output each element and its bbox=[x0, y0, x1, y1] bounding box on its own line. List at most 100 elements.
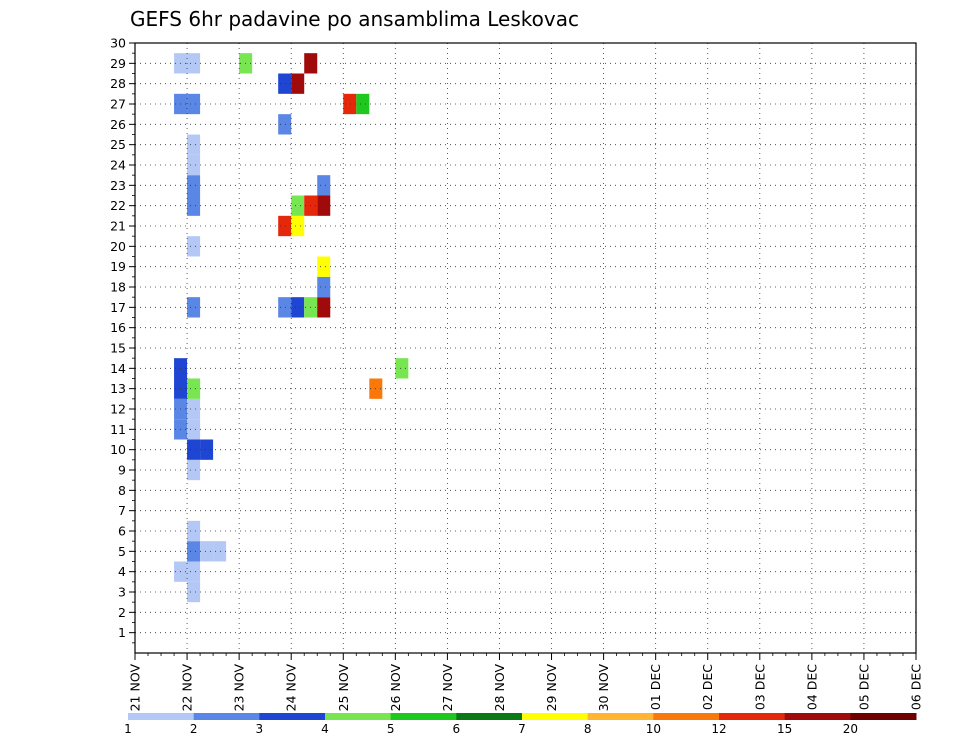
legend-swatch bbox=[587, 713, 654, 720]
heatmap-cell bbox=[317, 276, 331, 298]
heatmap-cell bbox=[187, 378, 201, 399]
heatmap-cell bbox=[200, 439, 214, 460]
heatmap-cell bbox=[200, 541, 214, 562]
heatmap-cell bbox=[317, 256, 331, 277]
legend-label: 15 bbox=[777, 722, 792, 736]
legend-swatch bbox=[390, 713, 457, 720]
heatmap-cell bbox=[187, 561, 201, 582]
y-axis: 1234567891011121314151617181920212223242… bbox=[110, 36, 135, 644]
grid-lines bbox=[135, 42, 916, 653]
heatmap-cell bbox=[291, 297, 305, 318]
x-tick-label: 24 NOV bbox=[284, 664, 299, 712]
y-tick-label: 28 bbox=[110, 76, 126, 91]
heatmap-cell bbox=[187, 93, 201, 115]
legend-swatch bbox=[850, 713, 917, 720]
heatmap-cell bbox=[317, 175, 331, 196]
y-tick-label: 16 bbox=[110, 320, 126, 335]
y-tick-label: 21 bbox=[110, 219, 126, 234]
x-tick-label: 03 DEC bbox=[752, 664, 767, 710]
heatmap-cell bbox=[291, 73, 305, 94]
heatmap-cell bbox=[356, 93, 370, 115]
x-tick-label: 26 NOV bbox=[388, 664, 403, 712]
heatmap-cell bbox=[187, 439, 201, 460]
x-tick-label: 30 NOV bbox=[596, 664, 611, 712]
chart-title: GEFS 6hr padavine po ansamblima Leskovac bbox=[130, 7, 579, 31]
y-tick-label: 27 bbox=[110, 97, 126, 112]
x-tick-label: 21 NOV bbox=[128, 664, 143, 712]
legend-label: 5 bbox=[387, 722, 395, 736]
heatmap-cell bbox=[187, 581, 201, 603]
y-tick-label: 23 bbox=[110, 178, 126, 193]
heatmap-cell bbox=[187, 541, 201, 562]
y-tick-label: 11 bbox=[110, 422, 126, 437]
legend-label: 12 bbox=[711, 722, 726, 736]
y-tick-label: 6 bbox=[118, 524, 126, 539]
y-tick-label: 15 bbox=[110, 341, 126, 356]
legend-swatch bbox=[193, 713, 260, 720]
heatmap-cell bbox=[395, 358, 409, 379]
y-tick-label: 19 bbox=[110, 259, 126, 274]
heatmap-cell bbox=[187, 419, 201, 440]
legend-swatch bbox=[456, 713, 523, 720]
heatmap-cell bbox=[278, 114, 292, 135]
heatmap-cell bbox=[278, 297, 292, 318]
y-tick-label: 12 bbox=[110, 402, 126, 417]
legend-label: 2 bbox=[190, 722, 198, 736]
legend-label: 8 bbox=[584, 722, 592, 736]
legend-swatch bbox=[784, 713, 851, 720]
x-tick-label: 02 DEC bbox=[700, 664, 715, 710]
legend-swatch bbox=[325, 713, 392, 720]
x-tick-label: 25 NOV bbox=[336, 664, 351, 712]
heatmap-cell bbox=[187, 154, 201, 176]
y-tick-label: 7 bbox=[118, 503, 126, 518]
heatmap-cell bbox=[187, 134, 201, 155]
x-tick-label: 27 NOV bbox=[440, 664, 455, 712]
y-tick-label: 13 bbox=[110, 381, 126, 396]
heatmap-cell bbox=[187, 297, 201, 318]
y-tick-label: 22 bbox=[110, 198, 126, 213]
legend-label: 7 bbox=[518, 722, 526, 736]
heatmap-cell bbox=[317, 297, 331, 318]
y-tick-label: 5 bbox=[118, 544, 126, 559]
legend-label: 10 bbox=[646, 722, 661, 736]
heatmap-cell bbox=[278, 73, 292, 94]
heatmap-cell bbox=[291, 195, 305, 216]
y-tick-label: 26 bbox=[110, 117, 126, 132]
x-tick-label: 05 DEC bbox=[856, 664, 871, 710]
y-tick-label: 9 bbox=[118, 463, 126, 478]
heatmap-cell bbox=[343, 93, 357, 115]
x-tick-label: 06 DEC bbox=[909, 664, 924, 710]
heatmap-cell bbox=[187, 53, 201, 74]
legend-label: 20 bbox=[843, 722, 858, 736]
heatmap-cell bbox=[187, 175, 201, 196]
legend-swatch bbox=[719, 713, 786, 720]
heatmap-cell bbox=[187, 195, 201, 216]
y-tick-label: 10 bbox=[110, 442, 126, 457]
legend-swatch bbox=[653, 713, 720, 720]
legend-label: 4 bbox=[321, 722, 329, 736]
heatmap-cells bbox=[174, 53, 409, 603]
heatmap-cell bbox=[187, 236, 201, 257]
y-tick-label: 24 bbox=[110, 158, 126, 173]
x-tick-label: 29 NOV bbox=[544, 664, 559, 712]
y-tick-label: 2 bbox=[118, 605, 126, 620]
legend: 1 2 3 4 5 6 7 8 10 12 15 20 bbox=[124, 713, 917, 736]
x-axis: 21 NOV 22 NOV 23 NOV 24 NOV 25 NOV 26 NOV 27 N… bbox=[128, 653, 924, 711]
legend-label: 3 bbox=[256, 722, 264, 736]
heatmap-cell bbox=[291, 215, 305, 237]
y-tick-label: 8 bbox=[118, 483, 126, 498]
y-tick-label: 25 bbox=[110, 137, 126, 152]
y-tick-label: 3 bbox=[118, 585, 126, 600]
legend-label: 1 bbox=[124, 722, 132, 736]
heatmap-cell bbox=[187, 520, 201, 542]
y-tick-label: 1 bbox=[118, 625, 126, 640]
legend-swatch bbox=[522, 713, 589, 720]
y-tick-label: 20 bbox=[110, 239, 126, 254]
y-tick-label: 29 bbox=[110, 56, 126, 71]
x-tick-label: 04 DEC bbox=[804, 664, 819, 710]
y-tick-label: 4 bbox=[118, 564, 126, 579]
heatmap-cell bbox=[317, 195, 331, 216]
legend-label: 6 bbox=[453, 722, 461, 736]
y-tick-label: 18 bbox=[110, 280, 126, 295]
